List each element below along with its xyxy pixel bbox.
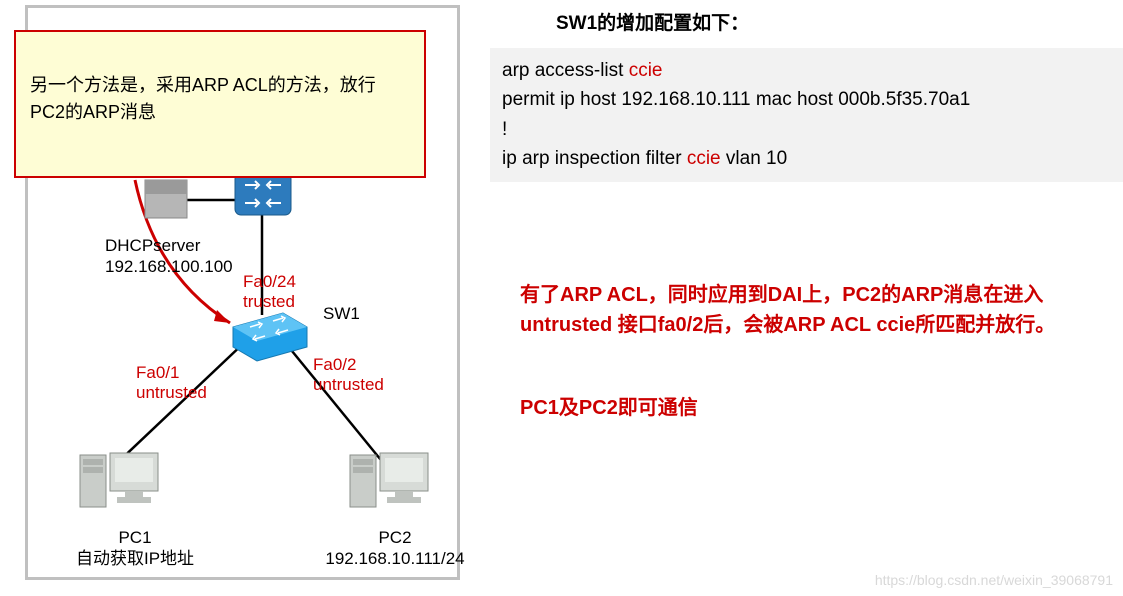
fa024-name: Fa0/24	[243, 272, 296, 292]
explain-text-1: 有了ARP ACL，同时应用到DAI上，PC2的ARP消息在进入untruste…	[520, 280, 1080, 340]
code-line2: permit ip host 192.168.10.111 mac host 0…	[502, 85, 1112, 114]
fa02-trust: untrusted	[313, 375, 384, 395]
dhcp-server-icon	[145, 180, 187, 218]
page-container: 另一个方法是，采用ARP ACL的方法，放行PC2的ARP消息 DHCPserv…	[0, 0, 1123, 596]
watermark: https://blog.csdn.net/weixin_39068791	[875, 572, 1113, 588]
code-l1-red: ccie	[629, 60, 663, 81]
code-line4: ip arp inspection filter ccie vlan 10	[502, 144, 1112, 173]
fa01-name: Fa0/1	[136, 363, 207, 383]
code-line1: arp access-list ccie	[502, 56, 1112, 85]
code-l1-pre: arp access-list	[502, 60, 629, 81]
pc2-name: PC2	[310, 527, 480, 548]
sw1-label: SW1	[323, 304, 360, 324]
dhcp-label: DHCPserver 192.168.100.100	[105, 235, 233, 278]
port-fa024: Fa0/24 trusted	[243, 272, 296, 313]
explain-text-2: PC1及PC2即可通信	[520, 393, 698, 423]
port-fa01: Fa0/1 untrusted	[136, 363, 207, 404]
config-code: arp access-list ccie permit ip host 192.…	[490, 48, 1123, 182]
pc2-icon	[350, 453, 428, 507]
pc1-name: PC1	[60, 527, 210, 548]
fa02-name: Fa0/2	[313, 355, 384, 375]
fa01-trust: untrusted	[136, 383, 207, 403]
pc1-sub: 自动获取IP地址	[60, 548, 210, 569]
dhcp-name: DHCPserver	[105, 235, 233, 256]
router-icon	[235, 173, 291, 215]
port-fa02: Fa0/2 untrusted	[313, 355, 384, 396]
note-text: 另一个方法是，采用ARP ACL的方法，放行PC2的ARP消息	[30, 72, 410, 126]
code-l4-red: ccie	[687, 148, 721, 169]
config-heading: SW1的增加配置如下：	[556, 8, 749, 35]
code-l4-post: vlan 10	[721, 148, 788, 169]
switch-icon	[233, 313, 307, 361]
pc2-sub: 192.168.10.111/24	[310, 548, 480, 569]
dhcp-ip: 192.168.100.100	[105, 256, 233, 277]
pc1-icon	[80, 453, 158, 507]
pc1-label-group: PC1 自动获取IP地址	[60, 527, 210, 570]
code-l4-pre: ip arp inspection filter	[502, 148, 687, 169]
note-box: 另一个方法是，采用ARP ACL的方法，放行PC2的ARP消息	[14, 30, 426, 178]
fa024-trust: trusted	[243, 292, 296, 312]
pc2-label-group: PC2 192.168.10.111/24	[310, 527, 480, 570]
code-line3: !	[502, 115, 1112, 144]
